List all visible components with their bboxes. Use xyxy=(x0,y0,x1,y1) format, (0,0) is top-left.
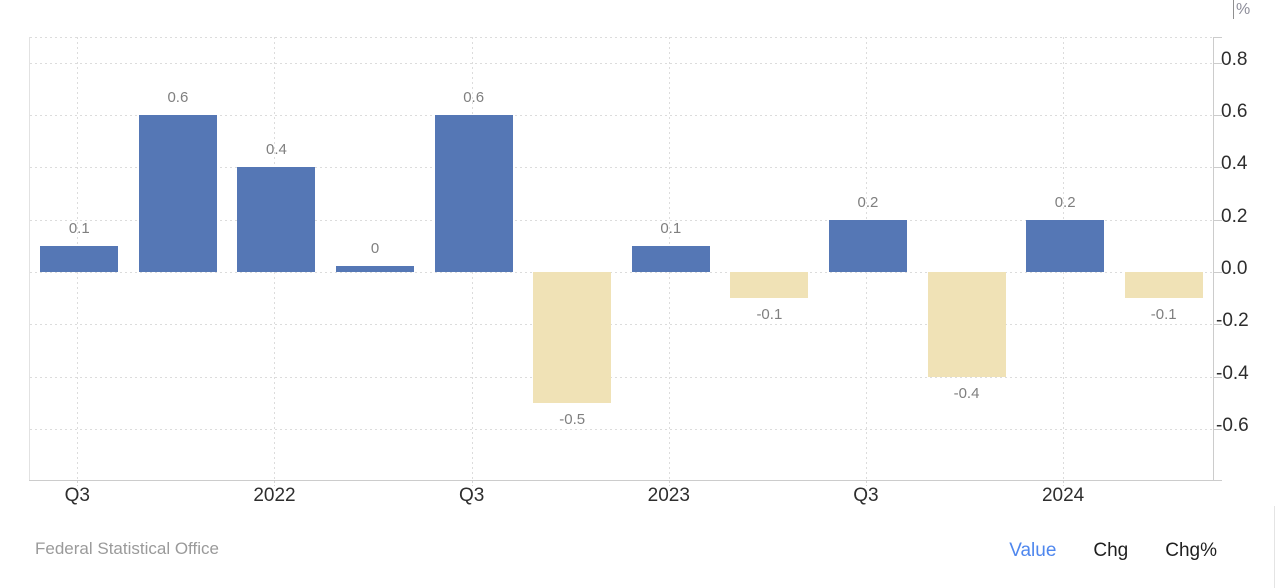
y-axis-tick xyxy=(1213,37,1222,38)
y-axis-tick-label: 0.6 xyxy=(1221,101,1248,123)
y-axis-tick xyxy=(1213,167,1222,169)
y-axis-tick xyxy=(1213,62,1222,64)
y-axis-tick-label: 0.8 xyxy=(1221,48,1248,70)
y-axis-tick-label: -0.6 xyxy=(1216,414,1249,436)
y-axis-unit-tick xyxy=(1233,0,1234,19)
x-axis-tick xyxy=(1063,481,1065,486)
x-axis-tick-label: 2022 xyxy=(253,485,296,506)
y-axis-tick-label: 0.4 xyxy=(1221,153,1248,175)
y-axis-tick xyxy=(1213,219,1222,221)
bar[interactable] xyxy=(336,266,415,272)
grid-line-h xyxy=(30,219,1213,221)
x-axis-line xyxy=(29,480,1222,481)
grid-line-h xyxy=(30,376,1213,378)
grid-line-h xyxy=(30,167,1213,169)
grid-line-h xyxy=(30,272,1213,273)
bar-value-label: 0.1 xyxy=(68,219,90,237)
bar-value-label: 0.4 xyxy=(266,141,287,159)
bar[interactable] xyxy=(1026,219,1105,272)
y-axis-tick-label: -0.2 xyxy=(1216,310,1249,332)
bar-value-label: -0.4 xyxy=(953,384,980,402)
y-axis-tick-label: 0.2 xyxy=(1221,205,1248,227)
x-axis-tick-label: Q3 xyxy=(64,485,90,506)
grid-line-h xyxy=(30,115,1213,117)
x-axis-tick xyxy=(274,481,276,486)
x-axis-tick-label: 2024 xyxy=(1041,485,1085,506)
bar-value-label: 0.6 xyxy=(463,89,485,107)
panel-edge-line xyxy=(1274,506,1275,588)
x-axis-tick-label: 2023 xyxy=(647,485,690,506)
y-axis-tick-label: 0.0 xyxy=(1221,258,1248,279)
y-axis-tick xyxy=(1213,115,1222,117)
bar[interactable] xyxy=(237,167,316,272)
grid-line-h xyxy=(30,37,1213,38)
grid-line-h xyxy=(30,324,1213,326)
bar-value-label: 0.2 xyxy=(1054,193,1076,211)
tab-chg-percent[interactable]: Chg% xyxy=(1165,540,1217,561)
bar-value-label: 0.6 xyxy=(167,89,189,107)
x-axis-tick xyxy=(471,481,473,486)
source-attribution: Federal Statistical Office xyxy=(35,539,219,558)
bar-value-label: 0.1 xyxy=(660,219,682,237)
grid-line-h xyxy=(30,428,1213,430)
bar[interactable] xyxy=(631,245,710,272)
x-axis-tick xyxy=(77,481,79,486)
grid-line-h xyxy=(30,62,1213,64)
bar-value-label: -0.1 xyxy=(756,306,783,324)
tab-chg[interactable]: Chg xyxy=(1093,540,1129,561)
bar-value-label: -0.5 xyxy=(559,410,586,428)
x-axis-tick-label: Q3 xyxy=(458,485,485,506)
bar[interactable] xyxy=(730,272,809,299)
x-axis-tick-label: Q3 xyxy=(853,485,879,506)
bar[interactable] xyxy=(828,219,907,272)
bar-value-label: 0 xyxy=(370,240,380,257)
x-axis-tick xyxy=(668,481,670,486)
y-axis-tick xyxy=(1213,324,1222,326)
y-axis-unit-text: % xyxy=(1236,1,1251,18)
y-axis-tick-label: -0.4 xyxy=(1216,362,1249,384)
bar[interactable] xyxy=(1124,272,1203,299)
bar-value-label: -0.1 xyxy=(1150,306,1177,324)
y-axis-tick xyxy=(1213,376,1222,378)
tab-value[interactable]: Value xyxy=(1009,540,1057,561)
bar[interactable] xyxy=(927,272,1006,377)
chart-mode-tabs: Value Chg Chg% xyxy=(1009,539,1217,563)
bar[interactable] xyxy=(40,245,119,272)
bar[interactable] xyxy=(533,272,612,403)
bar-value-label: 0.2 xyxy=(857,193,879,211)
y-axis-line xyxy=(1213,37,1214,481)
bar[interactable] xyxy=(138,115,217,272)
y-axis-tick xyxy=(1213,428,1222,430)
x-axis-tick xyxy=(865,481,867,486)
bar[interactable] xyxy=(434,115,513,272)
y-axis-tick xyxy=(1213,272,1222,273)
y-axis-unit: % xyxy=(1233,0,1250,19)
plot-left-border xyxy=(29,37,30,480)
